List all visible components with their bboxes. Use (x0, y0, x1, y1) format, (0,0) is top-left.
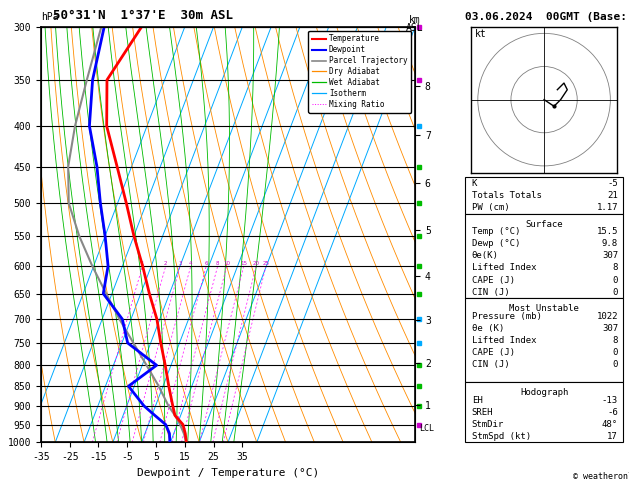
Text: 50°31'N  1°37'E  30m ASL: 50°31'N 1°37'E 30m ASL (53, 9, 233, 22)
Text: 3: 3 (179, 261, 182, 266)
Text: CIN (J): CIN (J) (472, 360, 509, 369)
Text: CAPE (J): CAPE (J) (472, 276, 515, 284)
Text: Surface: Surface (525, 220, 563, 228)
Text: 307: 307 (602, 251, 618, 260)
Text: 1.17: 1.17 (596, 203, 618, 212)
Text: 15.5: 15.5 (596, 227, 618, 236)
Text: hPa: hPa (41, 12, 58, 22)
Text: 15: 15 (240, 261, 247, 266)
Text: 9.8: 9.8 (602, 240, 618, 248)
Text: 48°: 48° (602, 420, 618, 429)
Text: Dewp (°C): Dewp (°C) (472, 240, 520, 248)
Text: Totals Totals: Totals Totals (472, 191, 542, 200)
Text: StmDir: StmDir (472, 420, 504, 429)
Text: © weatheronline.co.uk: © weatheronline.co.uk (574, 472, 629, 481)
Text: 03.06.2024  00GMT (Base: 18): 03.06.2024 00GMT (Base: 18) (465, 12, 629, 22)
Bar (465, 382, 623, 442)
Text: 17: 17 (607, 432, 618, 441)
Text: 8: 8 (613, 336, 618, 345)
X-axis label: Dewpoint / Temperature (°C): Dewpoint / Temperature (°C) (137, 468, 319, 478)
Text: StmSpd (kt): StmSpd (kt) (472, 432, 531, 441)
Text: -13: -13 (602, 396, 618, 405)
Text: 20: 20 (253, 261, 260, 266)
Text: SREH: SREH (472, 408, 493, 417)
Text: 6: 6 (204, 261, 208, 266)
Text: CIN (J): CIN (J) (472, 288, 509, 296)
Text: ASL: ASL (406, 23, 424, 33)
Text: Pressure (mb): Pressure (mb) (472, 312, 542, 321)
Text: 21: 21 (607, 191, 618, 200)
Text: K: K (472, 179, 477, 188)
Text: 1022: 1022 (596, 312, 618, 321)
Text: PW (cm): PW (cm) (472, 203, 509, 212)
Text: -5: -5 (607, 179, 618, 188)
Text: EH: EH (472, 396, 482, 405)
Bar (465, 298, 623, 382)
Text: 8: 8 (216, 261, 220, 266)
Text: kt: kt (474, 29, 486, 39)
Text: 25: 25 (262, 261, 270, 266)
Text: CAPE (J): CAPE (J) (472, 348, 515, 357)
Legend: Temperature, Dewpoint, Parcel Trajectory, Dry Adiabat, Wet Adiabat, Isotherm, Mi: Temperature, Dewpoint, Parcel Trajectory… (308, 31, 411, 113)
Text: 0: 0 (613, 276, 618, 284)
Text: 0: 0 (613, 360, 618, 369)
Text: 0: 0 (613, 288, 618, 296)
Text: 307: 307 (602, 324, 618, 333)
Text: Lifted Index: Lifted Index (472, 336, 537, 345)
Text: θe (K): θe (K) (472, 324, 504, 333)
Text: Most Unstable: Most Unstable (509, 304, 579, 313)
Text: 8: 8 (613, 263, 618, 273)
Text: 4: 4 (189, 261, 192, 266)
Text: 10: 10 (223, 261, 230, 266)
Text: Hodograph: Hodograph (520, 388, 568, 397)
Y-axis label: hPa: hPa (0, 225, 2, 244)
Bar (465, 177, 623, 213)
Text: km: km (409, 15, 421, 25)
Text: Lifted Index: Lifted Index (472, 263, 537, 273)
Text: 0: 0 (613, 348, 618, 357)
Text: LCL: LCL (419, 424, 434, 433)
Text: θe(K): θe(K) (472, 251, 499, 260)
Text: Temp (°C): Temp (°C) (472, 227, 520, 236)
Text: 2: 2 (164, 261, 167, 266)
Text: 1: 1 (141, 261, 144, 266)
Text: -6: -6 (607, 408, 618, 417)
Bar (465, 213, 623, 298)
